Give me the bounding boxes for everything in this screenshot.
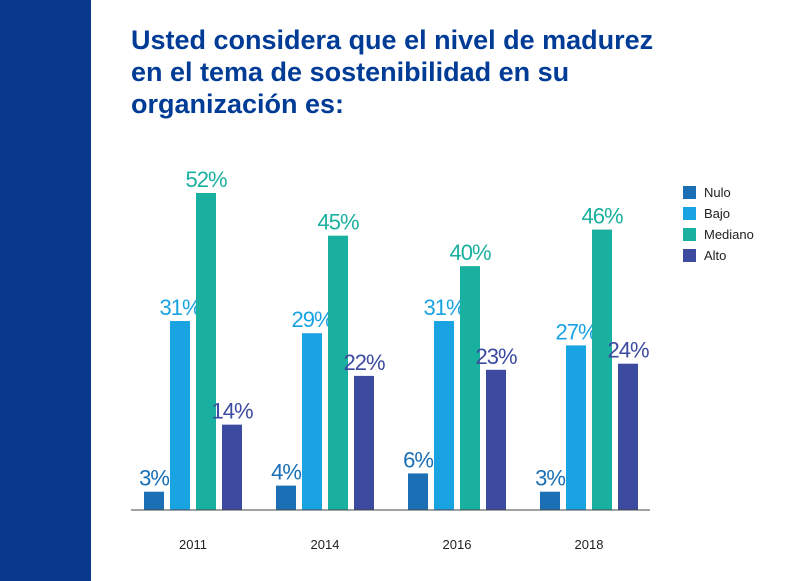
data-label-bajo-2014: 29% [291,307,332,332]
data-label-bajo-2011: 31% [159,295,200,320]
category-label-2011: 2011 [179,537,207,552]
legend-label-nulo: Nulo [704,185,731,200]
page-title: Usted considera que el nivel de madurez … [131,24,751,120]
bar-bajo-2018 [566,345,586,510]
side-band [0,0,91,581]
data-label-nulo-2016: 6% [403,447,433,472]
category-label-2014: 2014 [311,537,340,552]
category-label-2016: 2016 [443,537,472,552]
bar-nulo-2016 [408,473,428,510]
category-label-2018: 2018 [575,537,604,552]
data-label-mediano-2018: 46% [581,204,622,229]
bar-alto-2016 [486,369,506,510]
legend-swatch-nulo [683,186,696,199]
bar-bajo-2014 [302,333,322,510]
data-label-bajo-2016: 31% [423,295,464,320]
data-label-mediano-2011: 52% [185,167,226,192]
bar-mediano-2011 [196,193,216,510]
data-label-bajo-2018: 27% [555,319,596,344]
data-label-alto-2011: 14% [211,399,252,424]
data-label-mediano-2016: 40% [449,240,490,265]
data-label-nulo-2011: 3% [139,466,169,491]
bar-alto-2011 [222,424,242,510]
bar-alto-2018 [618,363,638,510]
bar-bajo-2016 [434,321,454,510]
bar-mediano-2016 [460,266,480,510]
legend-label-alto: Alto [704,248,726,263]
bar-nulo-2018 [540,491,560,510]
data-label-alto-2016: 23% [475,344,516,369]
legend-swatch-bajo [683,207,696,220]
title-line-1: Usted considera que el nivel de madurez [131,25,654,55]
bar-nulo-2011 [144,491,164,510]
legend-label-bajo: Bajo [704,206,730,221]
bar-mediano-2014 [328,235,348,510]
bar-mediano-2018 [592,229,612,511]
data-label-alto-2018: 24% [607,338,648,363]
legend-swatch-alto [683,249,696,262]
bar-bajo-2011 [170,321,190,510]
title-line-3: organización es: [131,89,345,119]
data-label-nulo-2018: 3% [535,466,565,491]
data-label-mediano-2014: 45% [317,210,358,235]
bar-alto-2014 [354,375,374,510]
legend-label-mediano: Mediano [704,227,754,242]
data-label-nulo-2014: 4% [271,460,301,485]
title-line-2: en el tema de sostenibilidad en su [131,57,570,87]
legend-swatch-mediano [683,228,696,241]
bar-nulo-2014 [276,485,296,510]
data-label-alto-2014: 22% [343,350,384,375]
